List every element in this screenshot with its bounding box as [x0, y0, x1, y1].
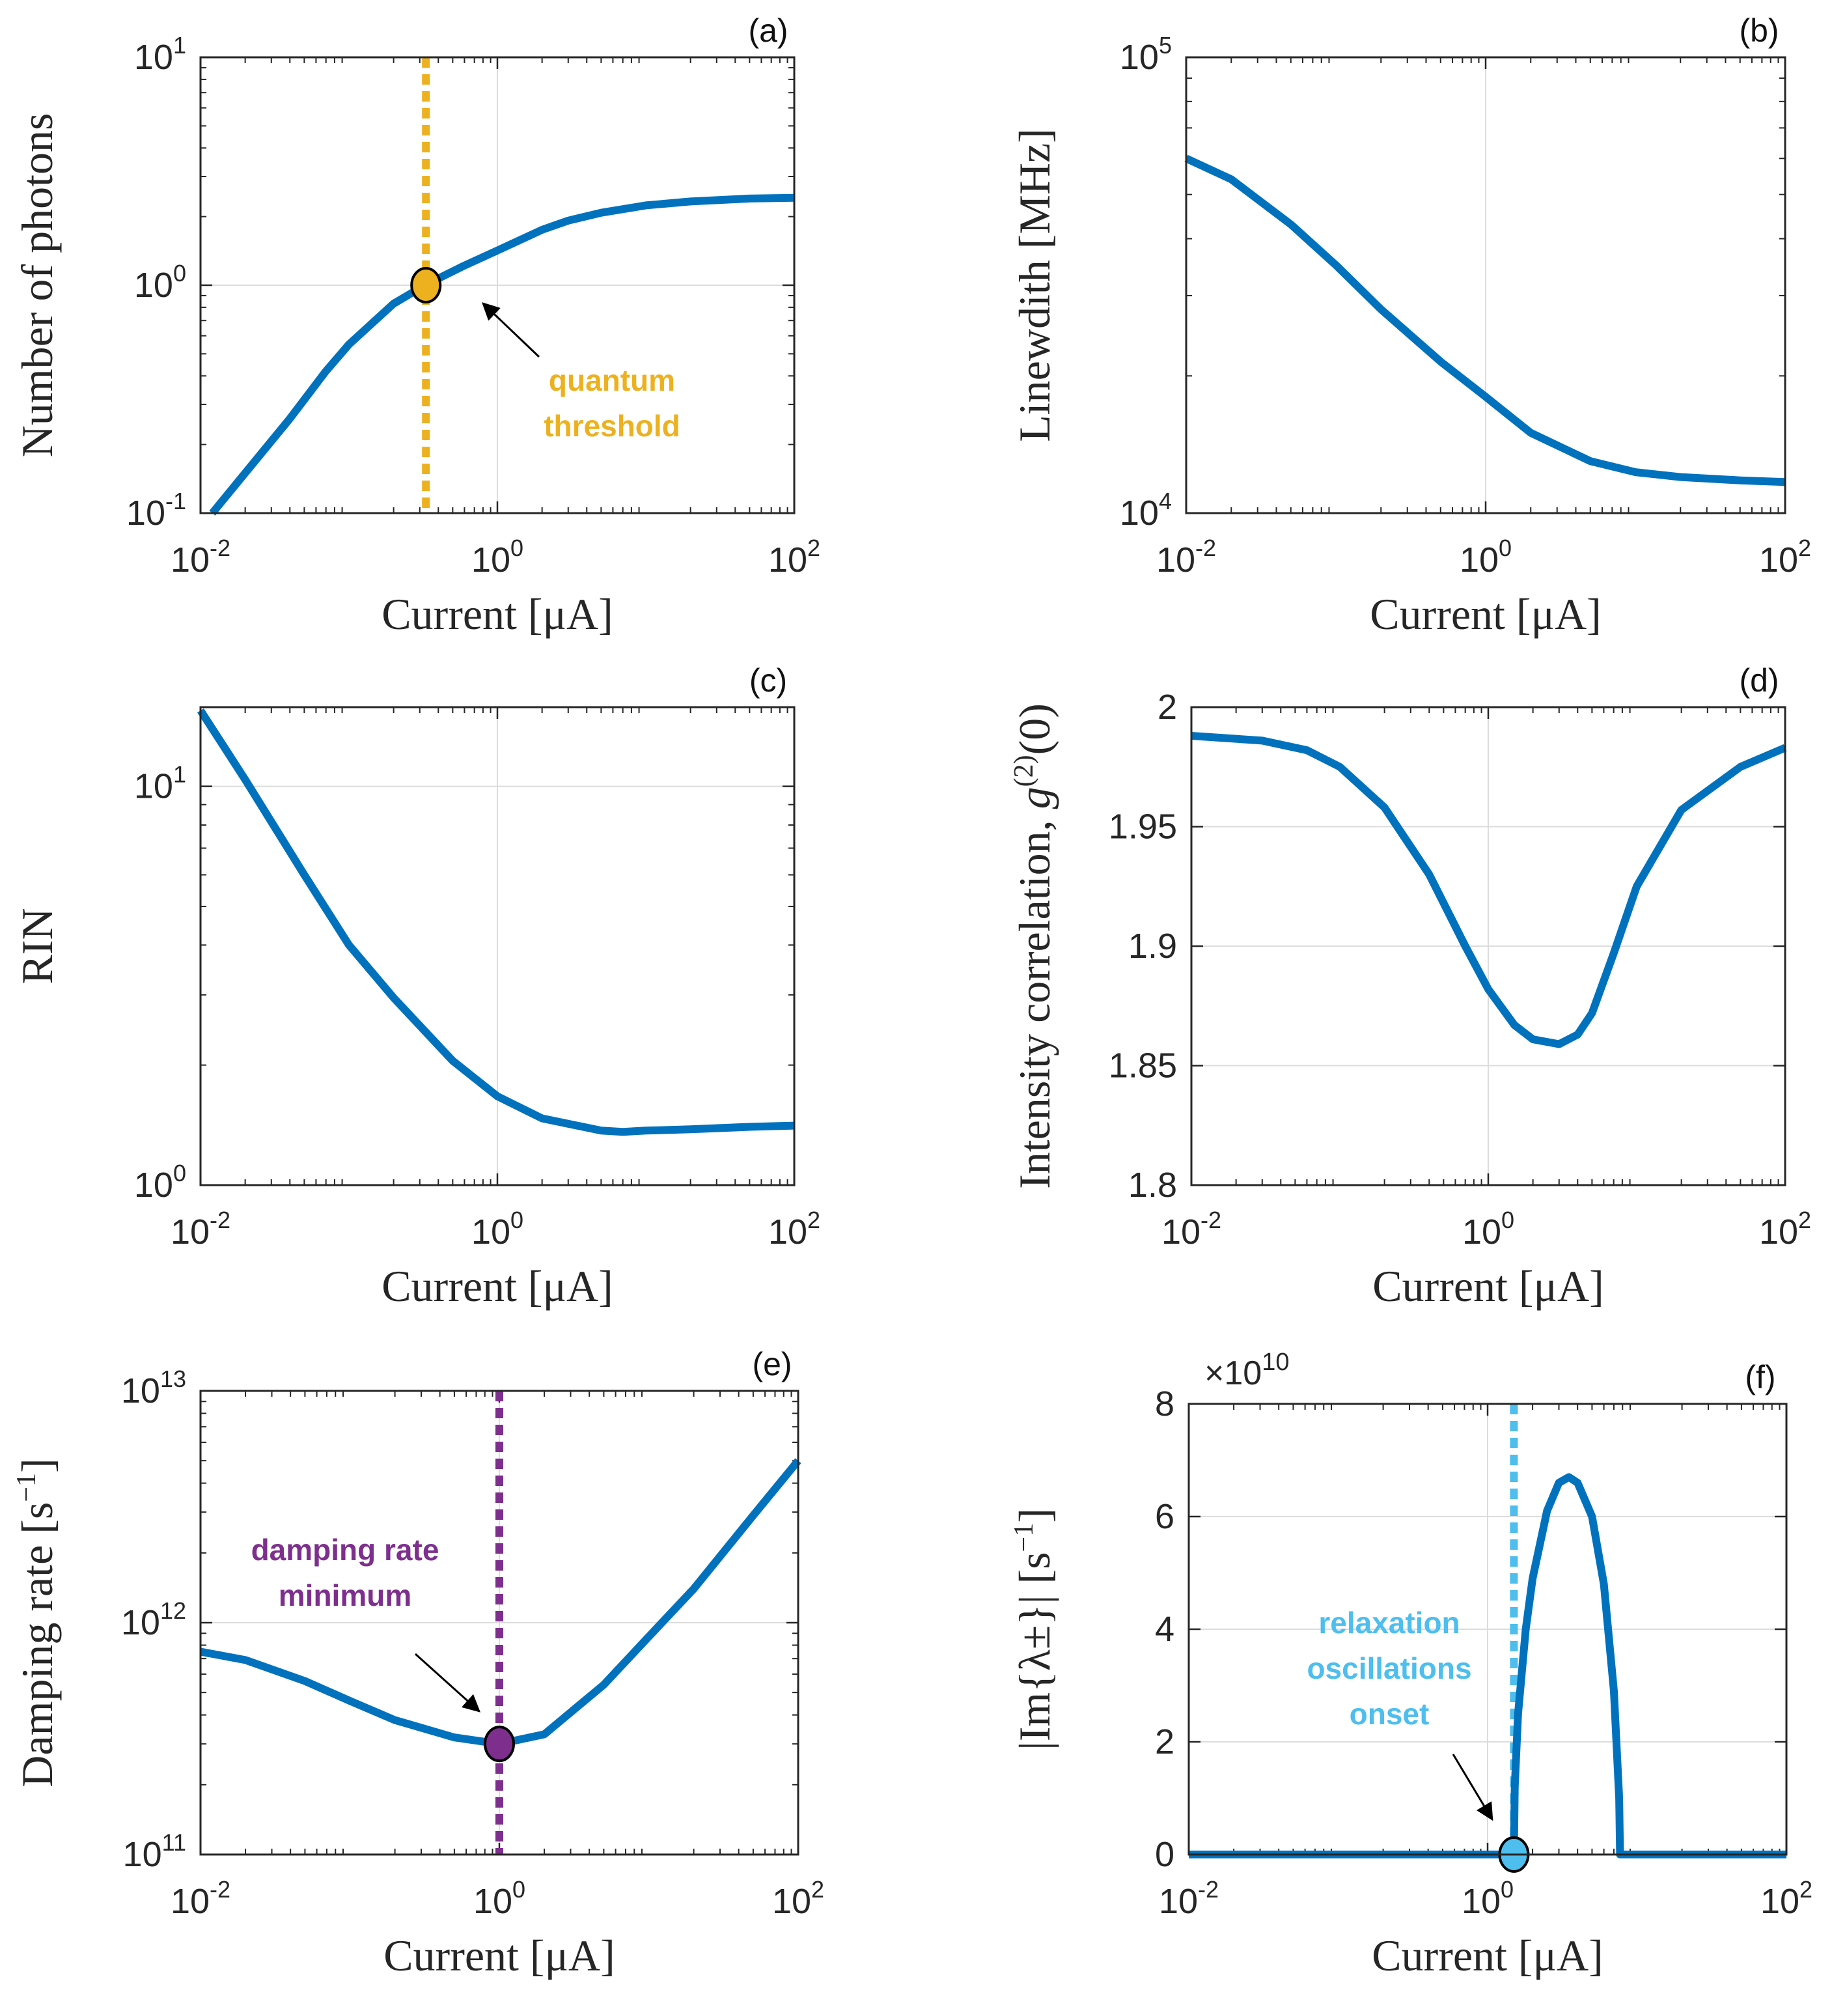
x-axis-label: Current [μA] [382, 589, 613, 639]
x-tick-label: 100 [471, 1207, 523, 1252]
x-tick-label: 102 [1760, 1876, 1812, 1921]
x-tick-label: 10-2 [171, 1876, 230, 1921]
y-axis-label: Number of photons [12, 113, 62, 458]
series-line-linewidth [1184, 154, 1786, 486]
annotation-text: quantum threshold [544, 363, 680, 443]
annotation-arrow [482, 302, 540, 358]
x-tick-label: 102 [768, 535, 820, 580]
panel-tag: (a) [748, 12, 788, 49]
x-tick-label: 10-2 [1159, 1876, 1219, 1921]
panel-a: 10-2 100 102 10-1 100 101 Current [μA] Number o… [12, 12, 820, 639]
y-tick-label: 1012 [121, 1597, 186, 1642]
x-tick-label: 10-2 [171, 535, 230, 580]
x-tick-label: 10-2 [171, 1207, 230, 1252]
panel-d: 10-2 100 102 1.8 1.85 1.9 1.95 2 Current [μA] Int… [1009, 662, 1811, 1311]
y-tick-label: 105 [1120, 32, 1172, 77]
panel-tag: (d) [1739, 662, 1779, 699]
y-tick-label: 101 [134, 761, 186, 806]
y-axis-label: Damping rate [s−1] [12, 1458, 62, 1787]
annotation-text: damping rate minimum [251, 1533, 439, 1612]
axes-box [199, 706, 796, 1186]
series-line-im_lambda [1189, 1473, 1786, 1858]
x-axis-label: Current [μA] [1372, 1931, 1603, 1980]
x-axis-label: Current [μA] [1370, 589, 1602, 639]
series-line-RIN [197, 708, 795, 1136]
y-tick-label: 1.85 [1109, 1046, 1177, 1085]
y-tick-label: 2 [1158, 688, 1177, 727]
x-tick-label: 102 [772, 1876, 824, 1921]
x-tick-label: 100 [1462, 1876, 1514, 1921]
x-tick-label: 102 [768, 1207, 820, 1252]
panel-tag: (c) [749, 662, 787, 699]
annotation-text: relaxation oscillations onset [1307, 1606, 1471, 1731]
y-tick-label: 100 [134, 1160, 186, 1205]
x-tick-label: 102 [1759, 535, 1811, 580]
axes-box [199, 1390, 799, 1856]
y-tick-label: 1.9 [1128, 927, 1177, 966]
x-axis-label: Current [μA] [1372, 1261, 1604, 1311]
annotation-arrow [1452, 1754, 1493, 1821]
axes-box [199, 56, 796, 514]
y-tick-label: 1.95 [1109, 807, 1177, 847]
y-tick-label: 8 [1155, 1384, 1174, 1423]
y-tick-label: 1013 [121, 1365, 186, 1410]
y-tick-label: 10-1 [126, 488, 186, 533]
x-tick-label: 10-2 [1161, 1207, 1221, 1252]
axes-box [1185, 56, 1786, 514]
y-tick-label: 100 [134, 260, 186, 305]
series-line-g2 [1191, 732, 1787, 1048]
y-tick-label: 0 [1155, 1835, 1174, 1874]
panel-e: 10-2 100 102 1011 1012 1013 Current [μA] Dampin… [12, 1346, 824, 1980]
x-tick-label: 100 [473, 1876, 525, 1921]
panel-b: 10-2 100 102 104 105 Current [μA] Linewdith [M… [1010, 12, 1811, 639]
y-tick-label: 104 [1120, 488, 1172, 533]
y-exponent-label: ×1010 [1204, 1349, 1290, 1392]
data-marker [484, 1726, 515, 1763]
y-tick-label: 4 [1155, 1610, 1174, 1649]
y-tick-label: 6 [1155, 1497, 1174, 1536]
axes-box [1190, 706, 1786, 1186]
y-axis-label: |Im{λ±}| [s−1] [1009, 1508, 1059, 1750]
axes-box [1187, 1403, 1788, 1856]
x-tick-label: 10-2 [1156, 535, 1216, 580]
data-marker [410, 267, 442, 303]
x-tick-label: 100 [471, 535, 523, 580]
y-axis-label: Intensity correlation, g(2)(0) [1009, 703, 1059, 1189]
y-axis-label: Linewdith [MHz] [1010, 128, 1059, 442]
series-line-photons [209, 193, 795, 516]
x-axis-label: Current [μA] [382, 1261, 613, 1311]
y-axis-label: RIN [12, 908, 62, 984]
x-tick-label: 102 [1759, 1207, 1811, 1252]
y-tick-label: 2 [1155, 1722, 1174, 1761]
x-axis-label: Current [μA] [383, 1931, 615, 1980]
y-tick-label: 101 [134, 32, 186, 77]
x-tick-label: 100 [1460, 535, 1512, 580]
x-tick-label: 100 [1462, 1207, 1514, 1252]
panel-tag: (b) [1739, 12, 1779, 49]
panel-f: 10-2 100 102 0 2 4 6 8 Current [μA] |Im{λ±}| [s−1… [1009, 1349, 1812, 1980]
annotation-arrow [414, 1653, 481, 1713]
y-tick-label: 1.8 [1128, 1166, 1177, 1205]
panel-tag: (f) [1745, 1359, 1775, 1395]
y-tick-label: 1011 [123, 1829, 186, 1874]
panel-tag: (e) [752, 1346, 792, 1382]
